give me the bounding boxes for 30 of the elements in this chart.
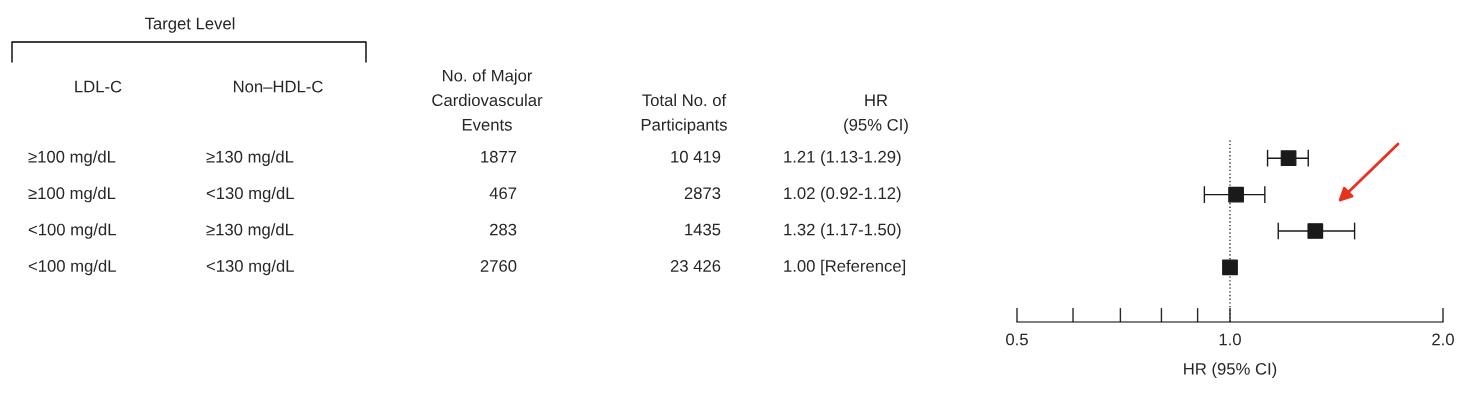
text: 1435 — [685, 223, 721, 236]
text: Total No. of Participants — [641, 93, 727, 134]
text: 2760 — [480, 260, 517, 272]
text: ≥100 mg/dL — [28, 150, 116, 166]
text: 1.21 (1.13-1.29) — [784, 150, 901, 166]
text: No. of Major Cardiovascular Events — [432, 69, 543, 131]
text: ≥130 mg/dL — [206, 223, 294, 239]
text: ≥100 mg/dL — [28, 186, 116, 203]
text: 10 419 — [671, 150, 721, 163]
text: ≥130 mg/dL — [206, 150, 294, 166]
text: <100 mg/dL — [28, 223, 116, 239]
text: <130 mg/dL — [206, 186, 294, 203]
x-tick-label: 2.0 — [1432, 333, 1454, 346]
text: 1.02 (0.92-1.12) — [784, 186, 901, 203]
text: 283 — [490, 223, 517, 236]
x-tick-label: 0.5 — [1006, 333, 1028, 346]
text: 2873 — [684, 187, 721, 200]
x-tick-label: 1.0 — [1219, 333, 1241, 346]
text: HR (95% CI) — [844, 94, 908, 134]
text: Target Level — [144, 17, 235, 33]
text: 467 — [489, 187, 517, 200]
text: <130 mg/dL — [206, 259, 294, 276]
text: LDL-C — [75, 80, 122, 93]
text: 23 426 — [670, 260, 721, 272]
text: 1.00 [Reference] — [784, 259, 906, 276]
text: 1877 — [481, 150, 517, 163]
text: 1.32 (1.17-1.50) — [784, 223, 901, 239]
text: Non–HDL-C — [233, 80, 323, 93]
text: <100 mg/dL — [28, 259, 116, 276]
x-axis-title: HR (95% CI) — [1184, 362, 1277, 379]
